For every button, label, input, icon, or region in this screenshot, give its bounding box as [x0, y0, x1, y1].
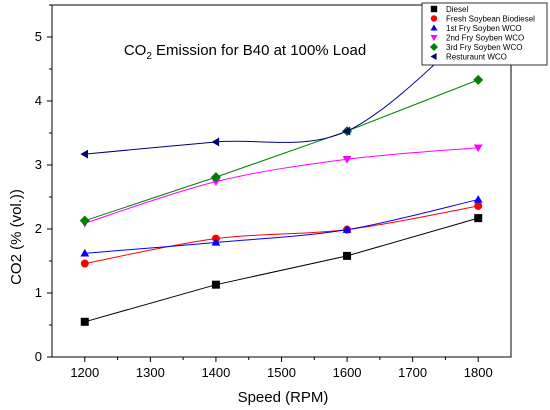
chart-title-main: CO [124, 42, 147, 59]
legend-marker [430, 24, 438, 31]
data-point [79, 215, 90, 226]
legend-entry: Fresh Soybean Biodiesel [446, 15, 535, 24]
series-line [84, 23, 479, 155]
series-line [84, 79, 479, 222]
x-tick-label: 1200 [70, 365, 99, 380]
legend-entry: 3rd Fry Soyben WCO [446, 43, 522, 52]
data-point [343, 251, 352, 260]
y-tick-label: 5 [35, 29, 42, 44]
series-3 [80, 195, 483, 257]
chart-title-rest: Emission for B40 at 100% Load [152, 42, 366, 59]
legend-marker [430, 52, 437, 61]
legend-marker [430, 5, 438, 13]
y-tick-label: 2 [35, 221, 42, 236]
data-point [211, 238, 221, 246]
data-point [342, 126, 351, 136]
x-tick-label: 1800 [464, 365, 493, 380]
x-tick-label: 1600 [333, 365, 362, 380]
data-point [210, 172, 221, 183]
y-axis-title: CO2 (% (vol.)) [8, 189, 25, 285]
data-point [342, 225, 352, 233]
legend-entry: 2nd Fry Soyben WCO [446, 34, 524, 43]
legend-marker [430, 15, 438, 22]
series-line [84, 199, 479, 254]
series-4 [80, 144, 483, 228]
data-point [211, 137, 220, 147]
x-tick-label: 1300 [136, 365, 165, 380]
x-tick-label: 1700 [398, 365, 427, 380]
series-line [84, 147, 479, 224]
data-point [80, 259, 89, 268]
y-tick-label: 3 [35, 157, 42, 172]
data-point [474, 214, 483, 223]
legend-marker [430, 43, 438, 51]
data-point [474, 201, 483, 210]
legend-entry: 1st Fry Soyben WCO [446, 24, 522, 33]
legend-entry: Resturaunt WCO [446, 53, 507, 62]
data-point [211, 178, 221, 187]
data-point [473, 144, 483, 153]
series-line [84, 205, 479, 265]
legend-marker [430, 34, 438, 42]
x-tick-label: 1500 [267, 365, 296, 380]
data-point [211, 280, 220, 289]
series-1 [80, 214, 483, 326]
y-tick-label: 1 [35, 285, 42, 300]
data-point [80, 248, 90, 257]
y-tick-label: 4 [35, 93, 42, 108]
series-line [84, 217, 479, 323]
y-tick-label: 0 [35, 349, 42, 364]
data-point [80, 317, 89, 326]
plot-area: 1200 1300 1400 1500 1600 1700 1800 0 1 2 3 4 5 [35, 4, 512, 380]
data-point [473, 74, 484, 85]
series-2 [80, 201, 483, 268]
series-6 [80, 19, 482, 159]
legend-entry: Diesel [446, 5, 468, 14]
data-point [473, 195, 483, 203]
chart-title-subscript: 2 [146, 51, 152, 62]
legend-box [421, 2, 548, 66]
x-axis-title: Speed (RPM) [238, 389, 329, 406]
x-tick-label: 1400 [201, 365, 230, 380]
series-5 [79, 74, 484, 226]
chart-title: CO2 Emission for B40 at 100% Load [124, 42, 366, 62]
data-point [80, 149, 88, 159]
data-point [342, 156, 352, 164]
